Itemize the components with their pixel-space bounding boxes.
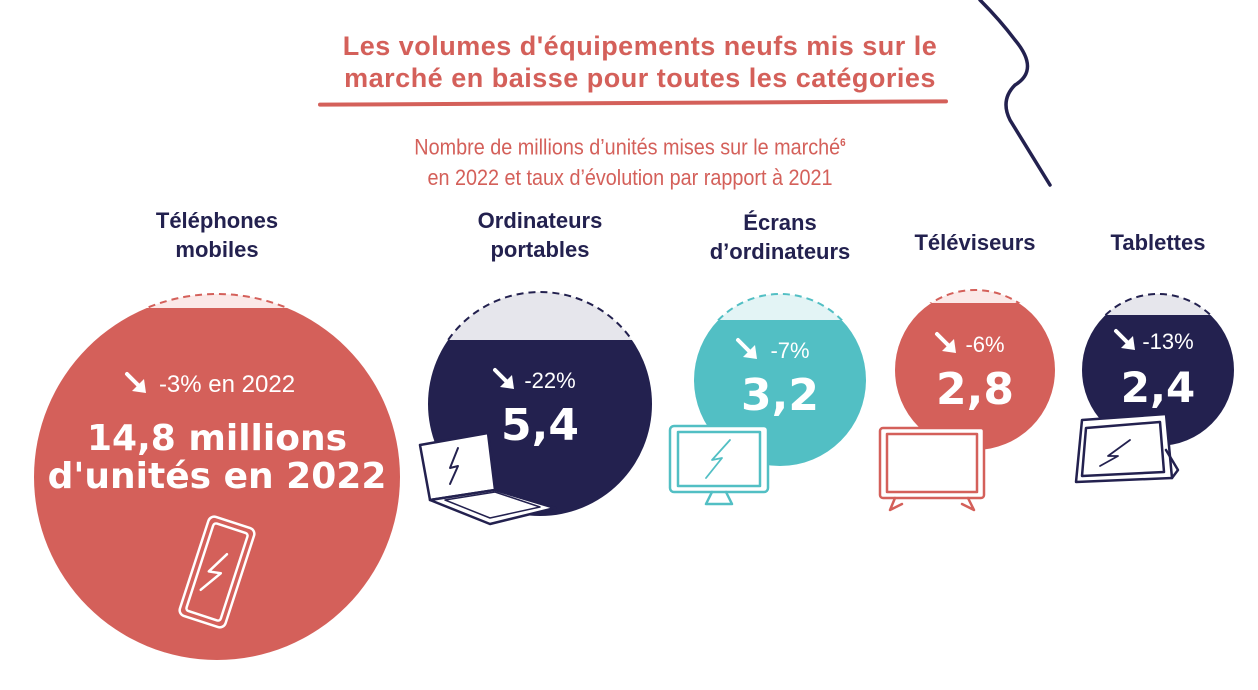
category-label-line: Téléphones	[155, 208, 279, 233]
category-label-line: portables	[490, 237, 590, 262]
change-label: -3% en 2022	[159, 371, 295, 398]
category-label-line: mobiles	[175, 237, 259, 262]
change-label: -6%	[965, 332, 1004, 357]
chart-title: Les volumes d'équipements neufs mis sur …	[342, 31, 938, 93]
down-arrow-icon	[736, 338, 757, 359]
category-label-line: Tablettes	[1110, 230, 1206, 255]
monitor-icon	[668, 424, 770, 506]
category-label: Téléphones mobiles	[156, 206, 278, 264]
category-label-line: Téléviseurs	[914, 230, 1036, 255]
smartphone-icon	[178, 515, 256, 629]
subtitle-line-2: en 2022 et taux d’évolution par rapport …	[427, 165, 833, 191]
subtitle-line-1: Nombre de millions d’unités mises sur le…	[414, 134, 841, 160]
tv-icon	[878, 426, 986, 512]
change-label: -7%	[770, 338, 809, 363]
category-label-line: d’ordinateurs	[709, 239, 851, 264]
down-arrow-icon	[1114, 329, 1135, 350]
bubble: -22% 5,4	[418, 291, 652, 526]
bubble: -13% 2,4	[1074, 293, 1234, 484]
previous-year-area	[146, 294, 288, 308]
bubble: -7%3,2	[668, 293, 866, 506]
category-label: Ordinateurs portables	[478, 206, 603, 264]
change-label: -22%	[524, 368, 575, 393]
value-bubble	[895, 303, 1055, 450]
category-label: Tablettes	[1111, 228, 1206, 257]
category-label-line: Ordinateurs	[477, 208, 603, 233]
footnote-marker: 6	[840, 137, 846, 149]
down-arrow-icon	[125, 372, 146, 393]
decorative-arrow	[978, 0, 1052, 187]
value-label: 2,8	[936, 364, 1014, 415]
value-label-line2: d'unités en 2022	[48, 456, 387, 497]
value-label: 2,4	[1121, 363, 1195, 412]
value-label: 5,4	[501, 400, 579, 451]
value-bubble	[34, 308, 400, 660]
chart-subtitle: Nombre de millions d’unités mises sur le…	[360, 128, 900, 193]
previous-year-area	[448, 292, 632, 340]
category-label-line: Écrans	[743, 210, 817, 235]
category-label: Téléviseurs	[914, 228, 1035, 257]
previous-year-outline	[929, 289, 1021, 303]
down-arrow-icon	[493, 368, 514, 389]
tablet-icon	[1074, 412, 1180, 484]
down-arrow-icon	[935, 332, 956, 353]
value-label: 3,2	[741, 370, 819, 421]
value-label: 14,8 millions	[87, 418, 347, 459]
change-label: -13%	[1142, 329, 1193, 354]
laptop-icon	[418, 431, 557, 526]
value-bubble	[1082, 315, 1234, 446]
category-label: Écrans d’ordinateurs	[710, 208, 851, 266]
bubble: -6%2,8	[878, 289, 1055, 512]
